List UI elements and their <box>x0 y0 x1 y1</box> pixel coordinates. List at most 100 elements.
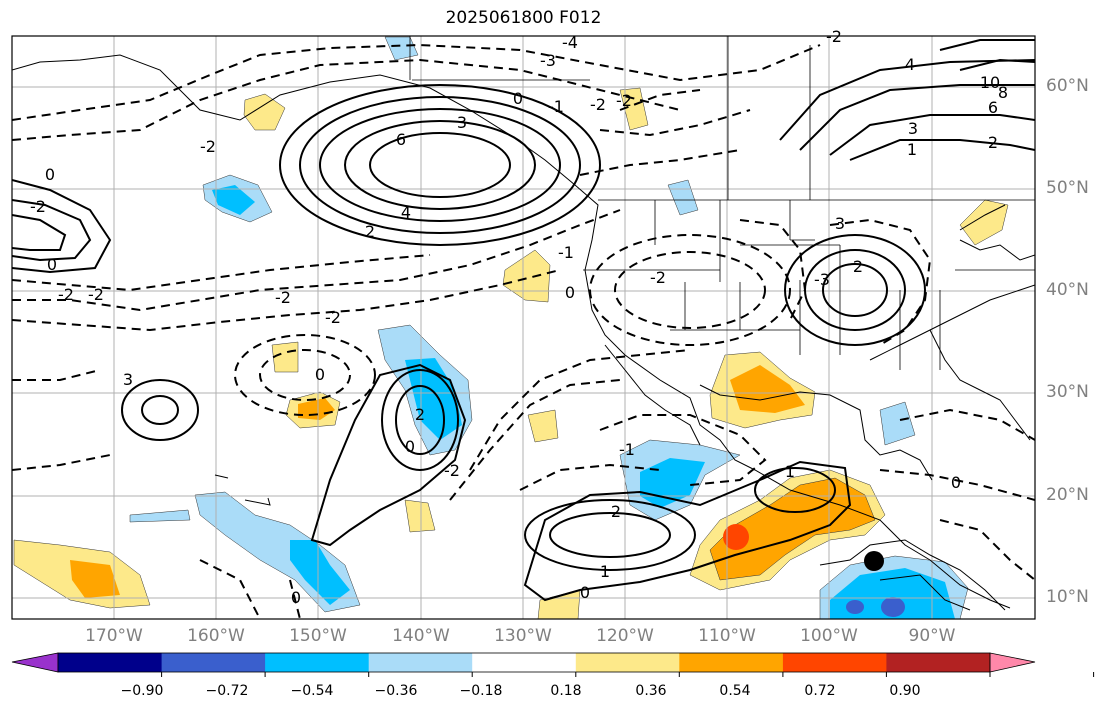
warm-field-misc1 <box>404 499 436 533</box>
cool-field-misc <box>129 509 191 523</box>
contour-label: -2 <box>275 288 291 307</box>
contour-label: 0 <box>405 437 415 456</box>
warm-field-misc2 <box>527 409 559 443</box>
contour-label: 0 <box>45 165 55 184</box>
lon-label-140w: 140°W <box>392 626 450 646</box>
lon-label-160w: 160°W <box>187 626 245 646</box>
colorbar-cell <box>679 653 784 672</box>
contour-label: 2 <box>365 222 375 241</box>
contour-label: 3 <box>123 370 133 389</box>
lon-label-170w: 170°W <box>85 626 143 646</box>
cool-field-south-mexico-deep2 <box>881 597 905 617</box>
colorbar-cell <box>58 653 163 672</box>
colorbar-cell <box>575 653 680 672</box>
colorbar-tick-label: 0.18 <box>550 683 582 699</box>
lon-label-110w: 110°W <box>698 626 756 646</box>
contour-label: 1 <box>785 462 795 481</box>
contour-label: 8 <box>998 83 1008 102</box>
contour-label: 3 <box>908 119 918 138</box>
contour-label: 2 <box>853 257 863 276</box>
contour-label: -2 <box>826 27 842 46</box>
location-marker <box>864 551 884 571</box>
contour-label: 0 <box>565 283 575 302</box>
contour-label: 3 <box>835 214 845 233</box>
contours-negative <box>12 43 1035 619</box>
colorbar-extend-high <box>989 652 1036 673</box>
warm-field-misc4 <box>537 589 581 619</box>
contour-label: -2 <box>325 308 341 327</box>
contour-label: -2 <box>88 285 104 304</box>
contour-label: 2 <box>988 133 998 152</box>
contour-label: -2 <box>200 137 216 156</box>
colorbar-cell <box>368 653 473 672</box>
contour-label: 4 <box>401 203 411 222</box>
colorbar-extend-low <box>11 652 59 673</box>
colorbar-tick-label: −0.72 <box>205 683 249 699</box>
colorbar-cell <box>886 653 991 672</box>
colorbar-tick-label: 0.54 <box>719 683 751 699</box>
colorbar-tick-label: 0.36 <box>635 683 667 699</box>
lon-label-150w: 150°W <box>289 626 347 646</box>
lon-label-90w: 90°W <box>908 626 956 646</box>
contour-label: -4 <box>562 33 578 52</box>
colorbar-cell <box>161 653 266 672</box>
warm-field-greatlakes <box>959 199 1009 246</box>
lon-label-100w: 100°W <box>800 626 858 646</box>
cool-field-bc <box>667 179 699 216</box>
contour-label: -2 <box>590 95 606 114</box>
shaded-anomaly-fields <box>13 36 1009 619</box>
map-frame <box>11 35 1036 620</box>
cool-field-north1 <box>384 36 419 61</box>
contour-label: -1 <box>548 97 564 116</box>
contour-label: -3 <box>814 270 830 289</box>
contour-label: -2 <box>650 268 666 287</box>
colorbar-tick-label: −0.90 <box>120 683 164 699</box>
contour-label: 2 <box>611 502 621 521</box>
map-title: 2025061800 F012 <box>445 8 602 28</box>
colorbar-tick-label: −0.18 <box>459 683 503 699</box>
contour-label: 0 <box>291 588 301 607</box>
colorbar-tick-label: 0.72 <box>804 683 836 699</box>
warm-field-misc3 <box>271 341 299 373</box>
colorbar-cell <box>472 653 577 672</box>
colorbar-cell <box>265 653 370 672</box>
contour-label: 0 <box>580 583 590 602</box>
colorbar <box>11 652 1036 673</box>
warm-field-misc5 <box>619 87 649 131</box>
contour-label: 2 <box>415 405 425 424</box>
cool-field-south-mexico-deep1 <box>846 600 864 614</box>
lat-label-30n: 30°N <box>1046 382 1089 402</box>
contour-label: -2 <box>616 91 632 110</box>
cool-field-florida <box>879 401 916 446</box>
lat-label-40n: 40°N <box>1046 280 1089 300</box>
contour-label: 0 <box>951 473 961 492</box>
cool-field-hawaii-core <box>290 540 350 605</box>
contour-label: -2 <box>30 197 46 216</box>
cool-field-gulf-alaska-core <box>212 185 255 215</box>
warm-field-subtropic-core <box>298 398 335 420</box>
warm-field-mexico-peak <box>723 524 749 550</box>
colorbar-cell <box>782 653 888 672</box>
contour-label: -3 <box>540 51 556 70</box>
contour-label: -1 <box>558 243 574 262</box>
contour-label: 6 <box>396 130 406 149</box>
lon-label-120w: 120°W <box>596 626 654 646</box>
lat-label-20n: 20°N <box>1046 485 1089 505</box>
lat-label-50n: 50°N <box>1046 178 1089 198</box>
contour-label: -2 <box>444 461 460 480</box>
contour-label: -2 <box>58 285 74 304</box>
warm-field-texas-core <box>730 365 805 413</box>
contour-label: 0 <box>513 89 523 108</box>
lat-label-10n: 10°N <box>1046 587 1089 607</box>
colorbar-tick-label: −0.54 <box>290 683 334 699</box>
gridlines <box>12 36 1035 619</box>
warm-field-alaska <box>243 93 286 131</box>
contour-label: 1 <box>600 562 610 581</box>
contour-label: 4 <box>905 55 915 74</box>
warm-field-california <box>502 249 551 303</box>
warm-field-pacific-west-core <box>70 560 120 598</box>
contour-label: 1 <box>907 140 917 159</box>
contour-label: 0 <box>47 255 57 274</box>
colorbar-tick-label: 0.90 <box>889 683 921 699</box>
